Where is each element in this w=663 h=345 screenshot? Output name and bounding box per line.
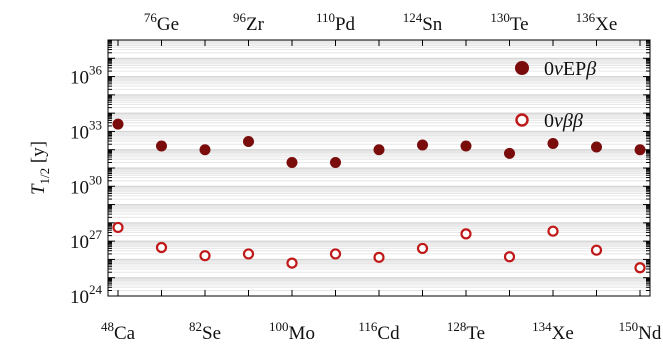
x-tick-label-top: 124Sn [403, 10, 443, 35]
filled-data-point [156, 140, 167, 152]
x-tick-label-top: 130Te [490, 10, 528, 35]
x-tick-label-bottom: 128Te [447, 319, 485, 344]
filled-data-point [591, 141, 602, 153]
open-data-point [155, 241, 168, 254]
x-tick-label-bottom: 116Cd [358, 319, 400, 344]
grid-lines [108, 40, 650, 291]
x-tick-label-top: 96Zr [233, 10, 265, 35]
legend: 0νEPβ 0νββ [515, 58, 596, 132]
y-tick-label: 1033 [70, 117, 102, 143]
axis-ticks [108, 39, 650, 297]
x-tick-labels-top: 76Ge 96Zr 110Pd 124Sn 130Te 136Xe [144, 10, 617, 35]
open-data-point [460, 228, 472, 240]
open-data-point [112, 221, 124, 234]
filled-data-point [504, 147, 515, 159]
y-tick-label: 1036 [70, 63, 103, 89]
y-axis-label: T1/2 [y] [28, 141, 52, 195]
filled-data-point [547, 137, 559, 149]
open-data-point [634, 262, 646, 274]
open-data-point [373, 251, 385, 263]
x-tick-label-bottom: 150Nd [619, 319, 662, 344]
filled-data-point [243, 136, 254, 148]
x-tick-label-top: 136Xe [576, 10, 618, 35]
open-data-point [242, 248, 255, 260]
filled-data-point [330, 156, 341, 168]
series-2 [112, 221, 646, 274]
x-tick-label-bottom: 82Se [189, 319, 221, 344]
legend-label: 0νEPβ [544, 58, 596, 80]
x-tick-label-bottom: 48Ca [101, 319, 136, 344]
open-data-point [503, 251, 516, 263]
filled-data-point [199, 144, 211, 156]
y-tick-label: 1027 [70, 227, 103, 253]
legend-label: 0νββ [544, 110, 583, 132]
open-data-point [416, 242, 429, 255]
legend-marker [515, 113, 529, 127]
filled-data-point [417, 139, 428, 151]
y-axis-title: T1/2 [y] [28, 141, 52, 195]
series-1 [112, 118, 646, 168]
x-tick-label-bottom: 100Mo [269, 319, 315, 344]
open-data-point [199, 250, 211, 262]
open-data-point [329, 248, 342, 260]
open-data-point [590, 244, 603, 256]
open-data-point [547, 225, 559, 237]
filled-data-point [634, 144, 646, 156]
filled-data-point [286, 156, 298, 168]
y-tick-labels: 1024 1027 1030 1033 1036 [70, 63, 103, 308]
filled-data-point [460, 140, 472, 152]
data-series [112, 118, 646, 274]
filled-data-point [373, 144, 385, 156]
legend-marker [515, 61, 529, 75]
y-tick-label: 1024 [70, 282, 103, 308]
y-tick-label: 1030 [70, 172, 102, 198]
open-data-point [286, 257, 298, 269]
x-tick-label-bottom: 134Xe [532, 319, 574, 344]
filled-data-point [112, 118, 124, 130]
x-tick-labels-bottom: 48Ca 82Se 100Mo 116Cd 128Te 134Xe 150Nd [101, 319, 662, 344]
x-tick-label-top: 110Pd [316, 10, 356, 35]
x-tick-label-top: 76Ge [144, 10, 179, 35]
